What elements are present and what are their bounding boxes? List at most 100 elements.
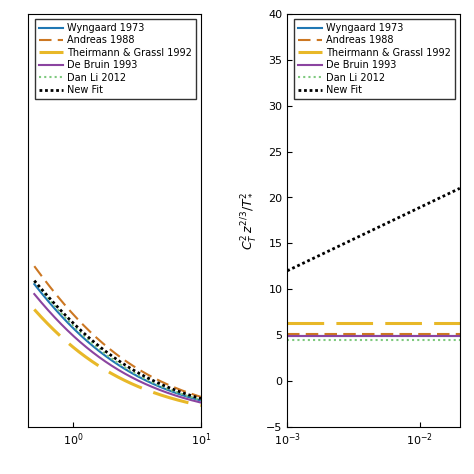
Theirmann & Grassl 1992 <box>366 320 372 326</box>
New Fit <box>194 394 200 400</box>
Andreas 1988 <box>168 383 174 389</box>
Line: New Fit: New Fit <box>34 281 201 399</box>
De Bruin 1993 <box>194 399 200 404</box>
Line: Andreas 1988: Andreas 1988 <box>34 266 201 397</box>
Andreas 1988 <box>198 394 204 400</box>
Theirmann & Grassl 1992 <box>168 395 174 401</box>
Theirmann & Grassl 1992 <box>194 402 200 408</box>
Andreas 1988 <box>31 264 37 269</box>
Line: Theirmann & Grassl 1992: Theirmann & Grassl 1992 <box>34 310 201 406</box>
Wyngaard 1973 <box>366 333 372 339</box>
Wyngaard 1973 <box>168 388 174 394</box>
Theirmann & Grassl 1992 <box>453 320 458 326</box>
New Fit <box>110 354 116 360</box>
Andreas 1988 <box>284 331 290 337</box>
New Fit <box>284 268 290 273</box>
Theirmann & Grassl 1992 <box>284 320 290 326</box>
De Bruin 1993 <box>453 333 458 339</box>
Dan Li 2012 <box>453 337 458 342</box>
Dan Li 2012 <box>111 358 117 364</box>
De Bruin 1993 <box>426 333 431 339</box>
Dan Li 2012 <box>194 396 200 401</box>
New Fit <box>453 187 458 193</box>
Line: New Fit: New Fit <box>287 188 460 271</box>
Andreas 1988 <box>387 331 393 337</box>
Y-axis label: $C_T^2\,z^{2/3}/T_*^2$: $C_T^2\,z^{2/3}/T_*^2$ <box>240 191 260 250</box>
New Fit <box>131 367 137 373</box>
Andreas 1988 <box>111 350 117 356</box>
De Bruin 1993 <box>366 333 372 339</box>
Dan Li 2012 <box>168 387 174 393</box>
Theirmann & Grassl 1992 <box>110 372 116 377</box>
Wyngaard 1973 <box>198 398 204 403</box>
Dan Li 2012 <box>284 337 290 342</box>
New Fit <box>367 228 373 234</box>
De Bruin 1993 <box>284 333 290 339</box>
Theirmann & Grassl 1992 <box>111 372 117 378</box>
Wyngaard 1973 <box>194 397 200 402</box>
Wyngaard 1973 <box>378 333 383 339</box>
Dan Li 2012 <box>198 397 204 403</box>
Andreas 1988 <box>457 331 463 337</box>
Andreas 1988 <box>194 393 200 399</box>
De Bruin 1993 <box>131 375 137 381</box>
De Bruin 1993 <box>378 333 383 339</box>
Dan Li 2012 <box>110 357 116 363</box>
De Bruin 1993 <box>457 333 463 339</box>
Wyngaard 1973 <box>122 366 128 372</box>
Wyngaard 1973 <box>110 359 116 365</box>
Theirmann & Grassl 1992 <box>457 320 463 326</box>
Wyngaard 1973 <box>284 333 290 339</box>
Dan Li 2012 <box>122 365 128 370</box>
New Fit <box>111 355 117 361</box>
Andreas 1988 <box>378 331 383 337</box>
New Fit <box>366 229 372 235</box>
Andreas 1988 <box>122 357 128 363</box>
De Bruin 1993 <box>387 333 393 339</box>
Dan Li 2012 <box>378 337 383 342</box>
Wyngaard 1973 <box>31 281 37 287</box>
Dan Li 2012 <box>457 337 463 342</box>
Theirmann & Grassl 1992 <box>31 307 37 312</box>
De Bruin 1993 <box>111 365 117 370</box>
New Fit <box>168 385 174 391</box>
Dan Li 2012 <box>131 370 137 375</box>
Andreas 1988 <box>367 331 373 337</box>
New Fit <box>387 219 393 225</box>
De Bruin 1993 <box>122 371 128 376</box>
Theirmann & Grassl 1992 <box>426 320 431 326</box>
Line: De Bruin 1993: De Bruin 1993 <box>34 294 201 402</box>
Legend: Wyngaard 1973, Andreas 1988, Theirmann & Grassl 1992, De Bruin 1993, Dan Li 2012: Wyngaard 1973, Andreas 1988, Theirmann &… <box>35 19 196 99</box>
Wyngaard 1973 <box>367 333 373 339</box>
De Bruin 1993 <box>168 391 174 397</box>
Dan Li 2012 <box>367 337 373 342</box>
Theirmann & Grassl 1992 <box>198 403 204 409</box>
Andreas 1988 <box>426 331 431 337</box>
Wyngaard 1973 <box>453 333 458 339</box>
New Fit <box>31 278 37 283</box>
Theirmann & Grassl 1992 <box>131 382 137 387</box>
Wyngaard 1973 <box>387 333 393 339</box>
New Fit <box>426 201 431 206</box>
Legend: Wyngaard 1973, Andreas 1988, Theirmann & Grassl 1992, De Bruin 1993, Dan Li 2012: Wyngaard 1973, Andreas 1988, Theirmann &… <box>294 19 455 99</box>
Line: Wyngaard 1973: Wyngaard 1973 <box>34 284 201 401</box>
Theirmann & Grassl 1992 <box>367 320 373 326</box>
Dan Li 2012 <box>31 279 37 284</box>
Andreas 1988 <box>131 363 137 369</box>
De Bruin 1993 <box>198 400 204 405</box>
Wyngaard 1973 <box>426 333 431 339</box>
Line: Dan Li 2012: Dan Li 2012 <box>34 282 201 400</box>
Theirmann & Grassl 1992 <box>387 320 393 326</box>
New Fit <box>198 396 204 401</box>
Dan Li 2012 <box>387 337 393 342</box>
De Bruin 1993 <box>31 291 37 297</box>
De Bruin 1993 <box>367 333 373 339</box>
Theirmann & Grassl 1992 <box>378 320 383 326</box>
Andreas 1988 <box>453 331 458 337</box>
Wyngaard 1973 <box>131 371 137 377</box>
New Fit <box>378 223 383 229</box>
New Fit <box>457 185 463 191</box>
Dan Li 2012 <box>426 337 431 342</box>
De Bruin 1993 <box>110 364 116 370</box>
New Fit <box>122 362 128 367</box>
